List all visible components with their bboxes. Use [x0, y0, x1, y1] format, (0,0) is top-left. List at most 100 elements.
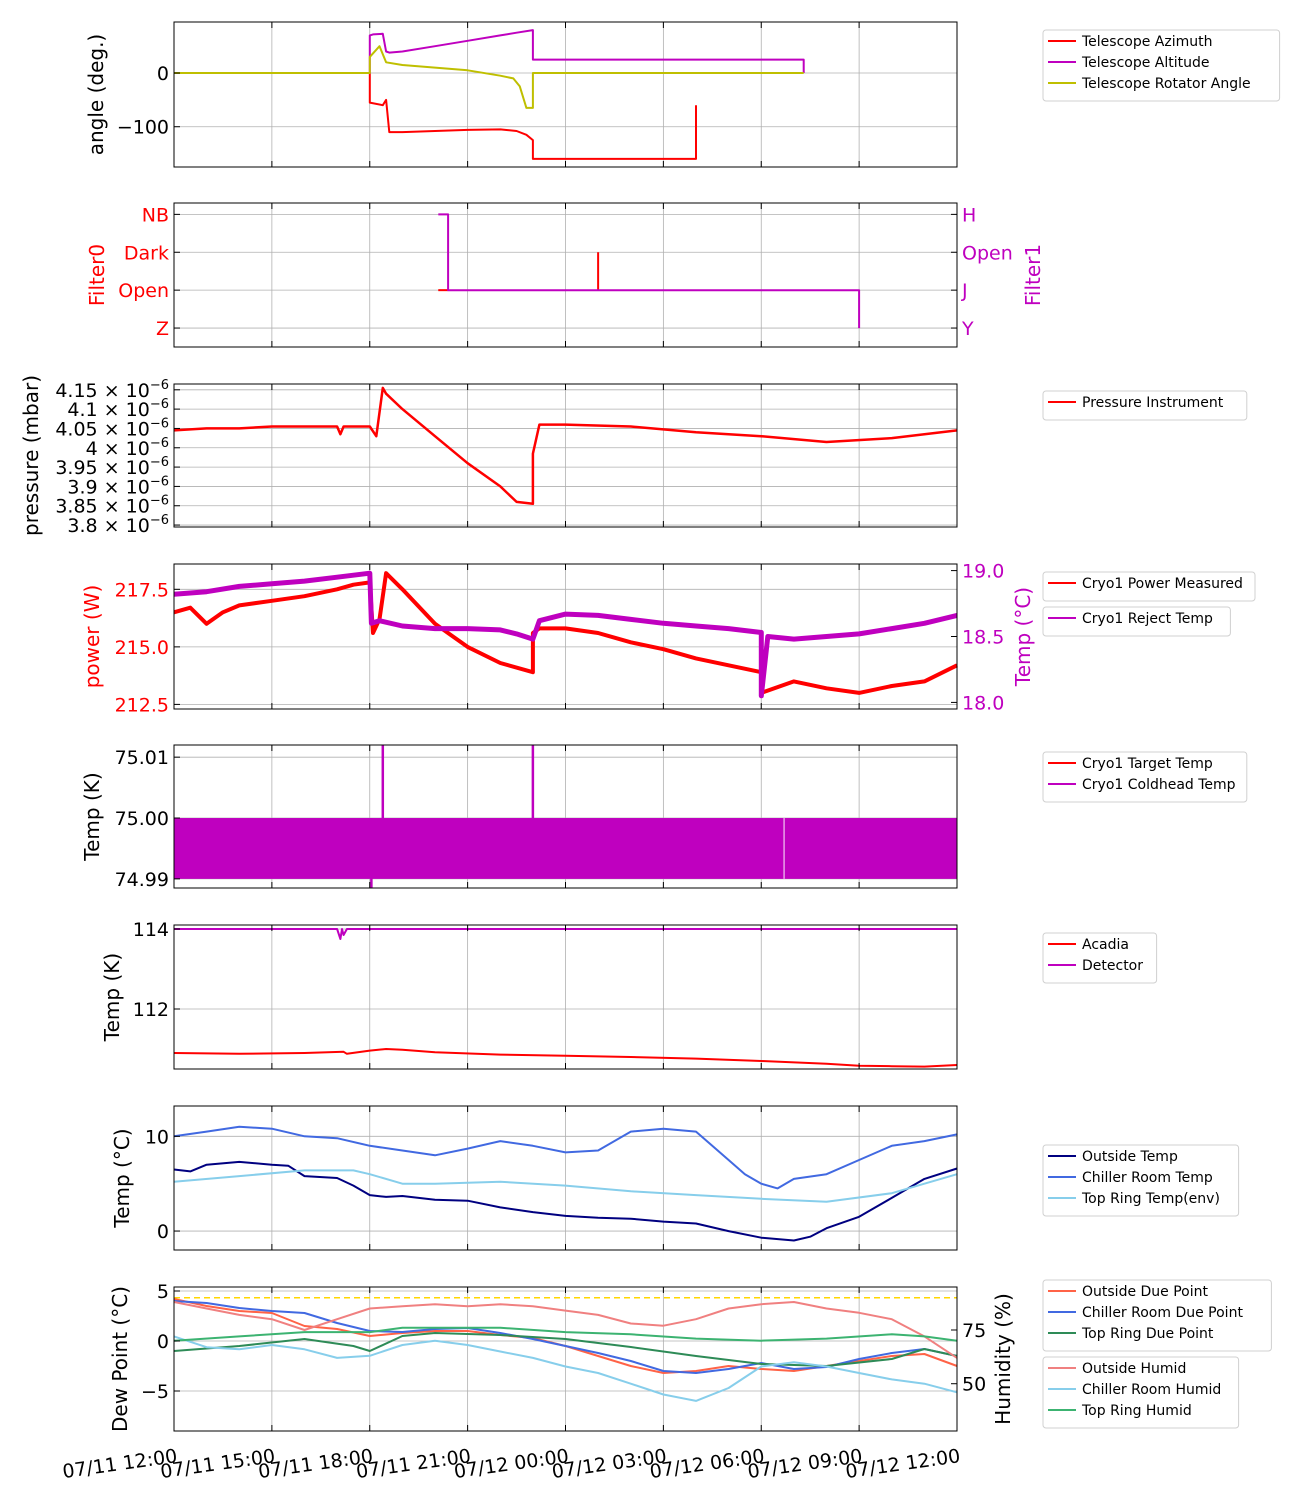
legend: Pressure Instrument: [1042, 390, 1248, 421]
series-line: [173, 1169, 958, 1203]
legend-frame: [1042, 1144, 1240, 1217]
y-tick-label-right: Open: [962, 242, 1013, 264]
y-tick-label: 4.05 × 10−6: [55, 416, 169, 440]
legend-label: Acadia: [1082, 937, 1129, 953]
legend-frame: [1042, 1279, 1272, 1352]
y-axis-label: Temp (K): [100, 953, 124, 1042]
panel-p6: 114 112 Temp (K): [100, 919, 958, 1070]
y-tick-label: NB: [142, 204, 169, 226]
y-axis-label: Temp (K): [80, 772, 104, 861]
legend-frame: [1042, 606, 1231, 637]
y-tick-label-right: 50: [962, 1374, 986, 1396]
y-tick-label-right: Y: [961, 318, 974, 340]
y-tick-label: 212.5: [115, 694, 169, 716]
y-tick-label-right: 18.5: [962, 627, 1004, 649]
y-tick-label-right: J: [961, 280, 968, 302]
y-tick-label-right: H: [962, 204, 976, 226]
series-line: [174, 29, 805, 74]
y-axis-label: Dew Point (°C): [108, 1286, 132, 1432]
legend-label: Outside Due Point: [1082, 1284, 1209, 1300]
legend-label: Chiller Room Due Point: [1082, 1305, 1243, 1321]
series-line: [173, 1160, 958, 1242]
series-line: [174, 45, 804, 109]
y-tick-label: −100: [117, 117, 169, 139]
legend-label: Cryo1 Reject Temp: [1082, 611, 1213, 627]
legend-label: Detector: [1082, 958, 1143, 974]
legend-frame: [1042, 390, 1248, 421]
y-tick-label: 75.01: [115, 747, 169, 769]
series-line: [173, 1326, 958, 1342]
y-tick-label: 217.5: [115, 579, 169, 601]
series-line: [173, 1125, 958, 1190]
panel-p3: 4.15 × 10−64.1 × 10−64.05 × 10−64 × 10−6…: [19, 375, 958, 537]
legend-label: Outside Humid: [1082, 1361, 1186, 1377]
y-tick-label: 10: [145, 1126, 169, 1148]
y-tick-label: 114: [133, 919, 169, 941]
legend: Outside Due Point Chiller Room Due Point T…: [1042, 1279, 1272, 1352]
panel-p4: 217.5 215.0 212.5 19.0 18.5 18.0 power (W) Temp…: [80, 561, 1035, 717]
y-tick-label: 75.00: [115, 808, 169, 830]
y-tick-label: −5: [141, 1381, 169, 1403]
legend: Acadia Detector: [1042, 932, 1158, 984]
series-line: [173, 386, 958, 506]
y-axis-label: Temp (°C): [110, 1128, 134, 1228]
y-tick-label: Z: [156, 318, 169, 340]
y-tick-label: 0: [157, 1331, 169, 1353]
legend: Outside Temp Chiller Room Temp Top Ring Te…: [1042, 1144, 1240, 1217]
y-axis-label: pressure (mbar): [19, 375, 43, 536]
coldhead-band: [174, 818, 957, 879]
legend-frame: [1042, 571, 1256, 602]
series-line: [174, 928, 957, 940]
panel-p1: 0 −100 angle (deg.): [84, 21, 958, 168]
y-axis-label-right: Filter1: [1021, 244, 1045, 306]
y-axis-label: Filter0: [85, 244, 109, 306]
y-tick-label: 0: [157, 1221, 169, 1243]
y-tick-label: 74.99: [115, 869, 169, 891]
series-line: [173, 1335, 958, 1402]
y-tick-label: 3.9 × 10−6: [67, 474, 169, 498]
y-axis-label-right: Temp (°C): [1011, 587, 1035, 687]
x-tick-label: 07/12 12:00: [844, 1445, 961, 1483]
legend-label: Cryo1 Power Measured: [1082, 576, 1243, 592]
series-line: [173, 571, 958, 695]
legend-label: Telescope Azimuth: [1081, 34, 1212, 50]
y-tick-label-right: 75: [962, 1320, 986, 1342]
legend-label: Top Ring Due Point: [1081, 1326, 1214, 1342]
y-tick-label: 3.85 × 10−6: [55, 494, 169, 518]
legend: Cryo1 Target Temp Cryo1 Coldhead Temp: [1042, 751, 1248, 803]
series-line: [174, 72, 697, 160]
legend-frame: [1042, 1356, 1240, 1429]
y-tick-label: 4 × 10−6: [86, 436, 169, 460]
y-tick-label: Dark: [124, 242, 169, 264]
legend: Telescope Azimuth Telescope Altitude Teles…: [1042, 29, 1281, 102]
y-tick-label: Open: [118, 280, 169, 302]
panel-p2: Z Open Dark NB YJ Open H Filter0 Filter1: [85, 202, 1045, 348]
y-tick-label: 215.0: [115, 637, 169, 659]
legend-label: Cryo1 Coldhead Temp: [1082, 777, 1236, 793]
y-axis-label: power (W): [80, 585, 104, 689]
panel-p5: 75.01 75.00 74.99 Temp (K): [80, 744, 958, 891]
legend: Cryo1 Reject Temp: [1042, 606, 1231, 637]
legend-label: Telescope Rotator Angle: [1081, 76, 1251, 92]
y-tick-label: 0: [157, 63, 169, 85]
legend-label: Top Ring Temp(env): [1081, 1191, 1220, 1207]
series-line: [173, 570, 958, 699]
legend-frame: [1042, 932, 1158, 984]
legend-label: Outside Temp: [1082, 1149, 1178, 1165]
panel-p7: 10 0 Temp (°C): [110, 1105, 958, 1251]
legend-label: Cryo1 Target Temp: [1082, 756, 1213, 772]
legend-frame: [1042, 29, 1281, 102]
legend-label: Chiller Room Temp: [1082, 1170, 1213, 1186]
y-tick-label-right: 19.0: [962, 561, 1004, 583]
y-axis-label: angle (deg.): [84, 34, 108, 156]
y-tick-label: 5: [157, 1281, 169, 1303]
y-tick-label: 3.8 × 10−6: [67, 513, 169, 537]
legend-label: Pressure Instrument: [1082, 395, 1224, 411]
legend: Outside Humid Chiller Room Humid Top Ring …: [1042, 1356, 1240, 1429]
legend-frame: [1042, 751, 1248, 803]
series-line: [173, 1301, 958, 1359]
series-line: [438, 213, 861, 329]
legend-label: Top Ring Humid: [1081, 1403, 1192, 1419]
